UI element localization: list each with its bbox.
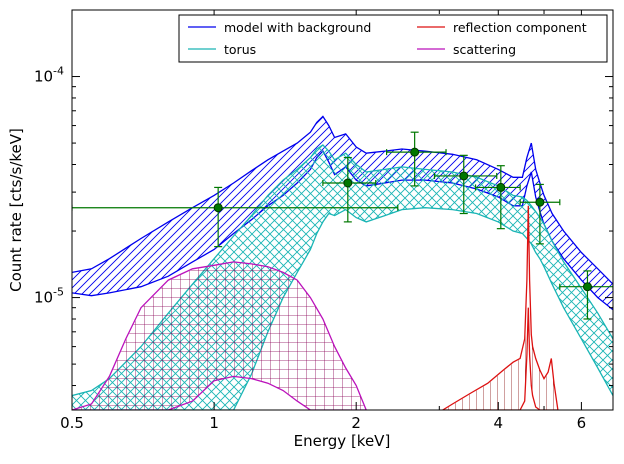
data-marker bbox=[459, 171, 469, 181]
legend-label-torus: torus bbox=[224, 42, 256, 57]
axis-ticks bbox=[72, 9, 614, 410]
data-marker bbox=[343, 178, 353, 188]
y-tick-label: 10-4 bbox=[34, 65, 64, 86]
band-upper-line-scattering bbox=[72, 261, 367, 410]
legend-box bbox=[178, 14, 608, 63]
legend-label-scattering: scattering bbox=[453, 42, 516, 57]
band-upper-line-torus bbox=[72, 144, 613, 397]
data-marker bbox=[582, 282, 592, 292]
data-marker bbox=[496, 182, 506, 192]
data-point-1 bbox=[72, 186, 399, 248]
band-upper-line-model-with-background bbox=[72, 115, 613, 285]
model-bands bbox=[72, 115, 613, 410]
y-tick-label: 10-5 bbox=[34, 286, 64, 307]
legend-label-model: model with background bbox=[224, 20, 371, 35]
legend-label-reflection: reflection component bbox=[453, 20, 587, 35]
x-tick-label: 6 bbox=[577, 414, 587, 432]
data-marker bbox=[410, 147, 420, 157]
band-fill-model-with-background bbox=[72, 116, 613, 310]
band-lower-line-reflection-component bbox=[442, 307, 558, 410]
data-point-4 bbox=[433, 154, 498, 215]
data-point-5 bbox=[474, 165, 521, 230]
x-tick-label: 0.5 bbox=[60, 414, 84, 432]
data-point-3 bbox=[386, 131, 447, 187]
band-lower-line-scattering bbox=[72, 375, 367, 410]
x-tick-labels: 0.5 1 2 4 6 bbox=[60, 414, 586, 432]
y-axis-label: Count rate [cts/s/keV] bbox=[7, 128, 25, 292]
x-tick-label: 2 bbox=[351, 414, 361, 432]
x-axis-label: Energy [keV] bbox=[294, 432, 391, 450]
data-points bbox=[72, 131, 613, 320]
plot-frame bbox=[71, 9, 614, 411]
data-point-2 bbox=[322, 156, 377, 223]
band-upper-line-reflection-component bbox=[442, 205, 559, 410]
data-marker bbox=[213, 203, 223, 213]
data-point-7 bbox=[559, 270, 613, 320]
x-tick-label: 1 bbox=[209, 414, 219, 432]
x-tick-label: 4 bbox=[494, 414, 504, 432]
y-tick-labels: 10-5 10-4 bbox=[34, 65, 64, 307]
data-point-6 bbox=[519, 183, 561, 245]
data-marker bbox=[535, 197, 545, 207]
band-lower-line-torus bbox=[72, 207, 613, 410]
legend: model with background torus reflection c… bbox=[178, 14, 608, 63]
band-fill-scattering bbox=[72, 261, 367, 410]
